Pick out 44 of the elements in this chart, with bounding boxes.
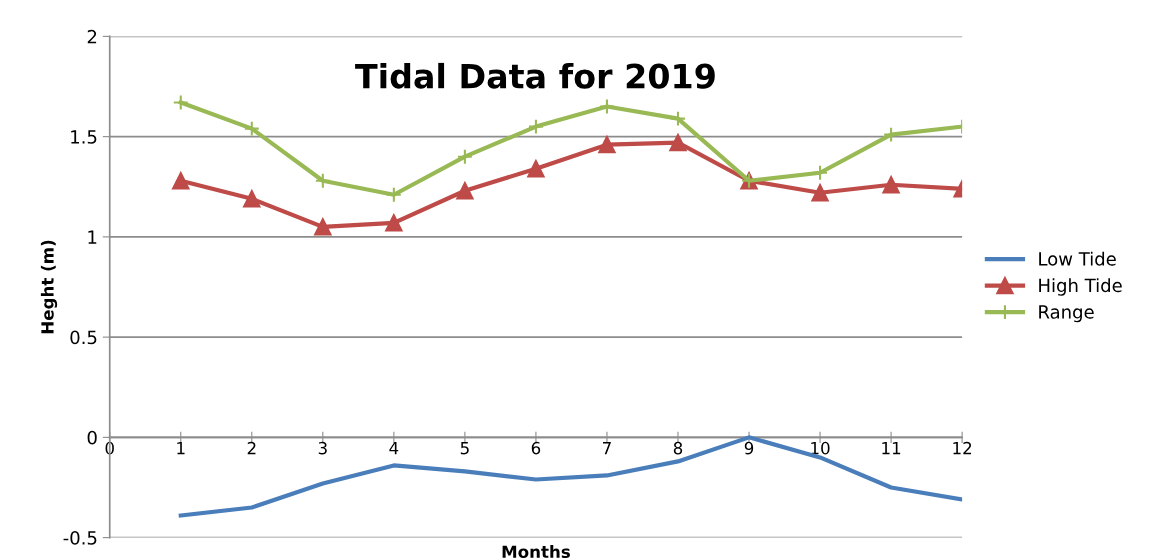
point	[527, 118, 544, 135]
legend-label: High Tide	[1039, 278, 1122, 296]
point	[598, 135, 616, 154]
y-axis-title: Heght (m)	[40, 240, 58, 334]
point	[527, 160, 545, 178]
x-tick-label: 7	[603, 442, 611, 455]
x-tick-label: 1	[177, 442, 185, 455]
x-tick-label: 6	[531, 441, 541, 455]
point	[882, 176, 900, 194]
x-tick-label: 9	[744, 441, 754, 455]
x-tick-label: 3	[318, 441, 327, 455]
point	[669, 133, 687, 152]
point	[385, 186, 402, 203]
y-tick-label: 2	[87, 29, 97, 44]
y-tick-label: -0.5	[63, 531, 97, 545]
text: Tidal Data for 2019	[355, 62, 715, 89]
point	[456, 182, 474, 200]
x-tick-label: 0	[105, 441, 114, 455]
legend-label: Range	[1039, 305, 1094, 323]
x-tick-label: 2	[247, 441, 256, 455]
point	[598, 98, 615, 115]
point	[670, 110, 686, 127]
x-tick-label: 11	[882, 442, 901, 455]
x-axis-title: Months	[502, 545, 570, 559]
point	[456, 148, 473, 165]
y-tick-label: 0	[87, 430, 97, 445]
point	[243, 120, 260, 137]
point	[243, 190, 261, 208]
x-tick-label: 10	[811, 441, 830, 455]
x-tick-label: 5	[460, 442, 469, 455]
point	[172, 172, 190, 190]
x-tick-label: 8	[673, 441, 683, 455]
point	[314, 218, 332, 236]
point	[314, 172, 331, 189]
point	[812, 164, 829, 181]
point	[811, 184, 829, 202]
point	[172, 94, 189, 111]
x-tick-label: 4	[389, 442, 399, 455]
y-tick-label: 0.5	[70, 330, 97, 345]
y-tick-label: 1.5	[71, 130, 97, 144]
x-tick-label: 12	[953, 441, 972, 455]
legend-label: Low Tide	[1039, 251, 1116, 266]
point	[385, 214, 403, 232]
y-tick-label: 1	[88, 230, 97, 244]
